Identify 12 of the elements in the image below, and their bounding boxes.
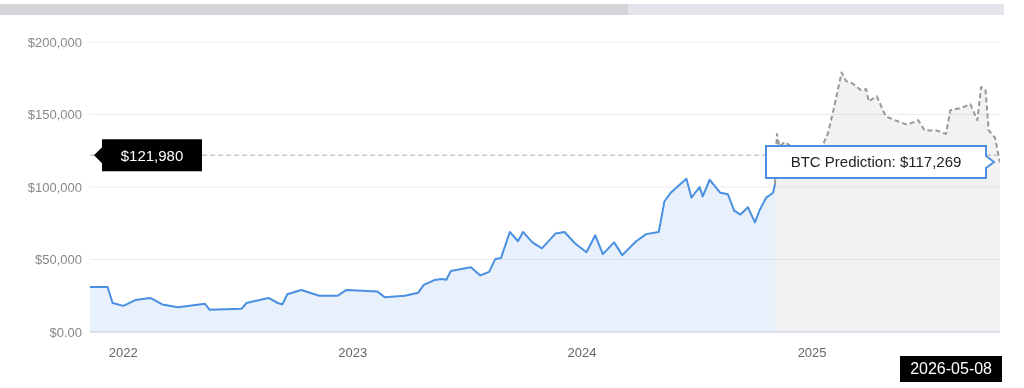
ref-line-label: $121,980 (120, 147, 184, 165)
y-tick-label: $100,000 (27, 179, 82, 195)
x-tick-label: 2022 (108, 345, 138, 361)
x-tick-label: 2025 (797, 345, 827, 361)
x-tick-label: 2024 (567, 345, 597, 361)
y-tick-label: $50,000 (35, 252, 82, 268)
y-tick-label: $150,000 (27, 107, 82, 123)
annotation: BTC Prediction: $117,269 (790, 152, 962, 170)
y-tick-label: $0.00 (49, 324, 82, 340)
text: 2026-05-08 (900, 356, 1002, 382)
x-tick-label: 2023 (338, 345, 368, 361)
y-tick-label: $200,000 (27, 34, 82, 50)
